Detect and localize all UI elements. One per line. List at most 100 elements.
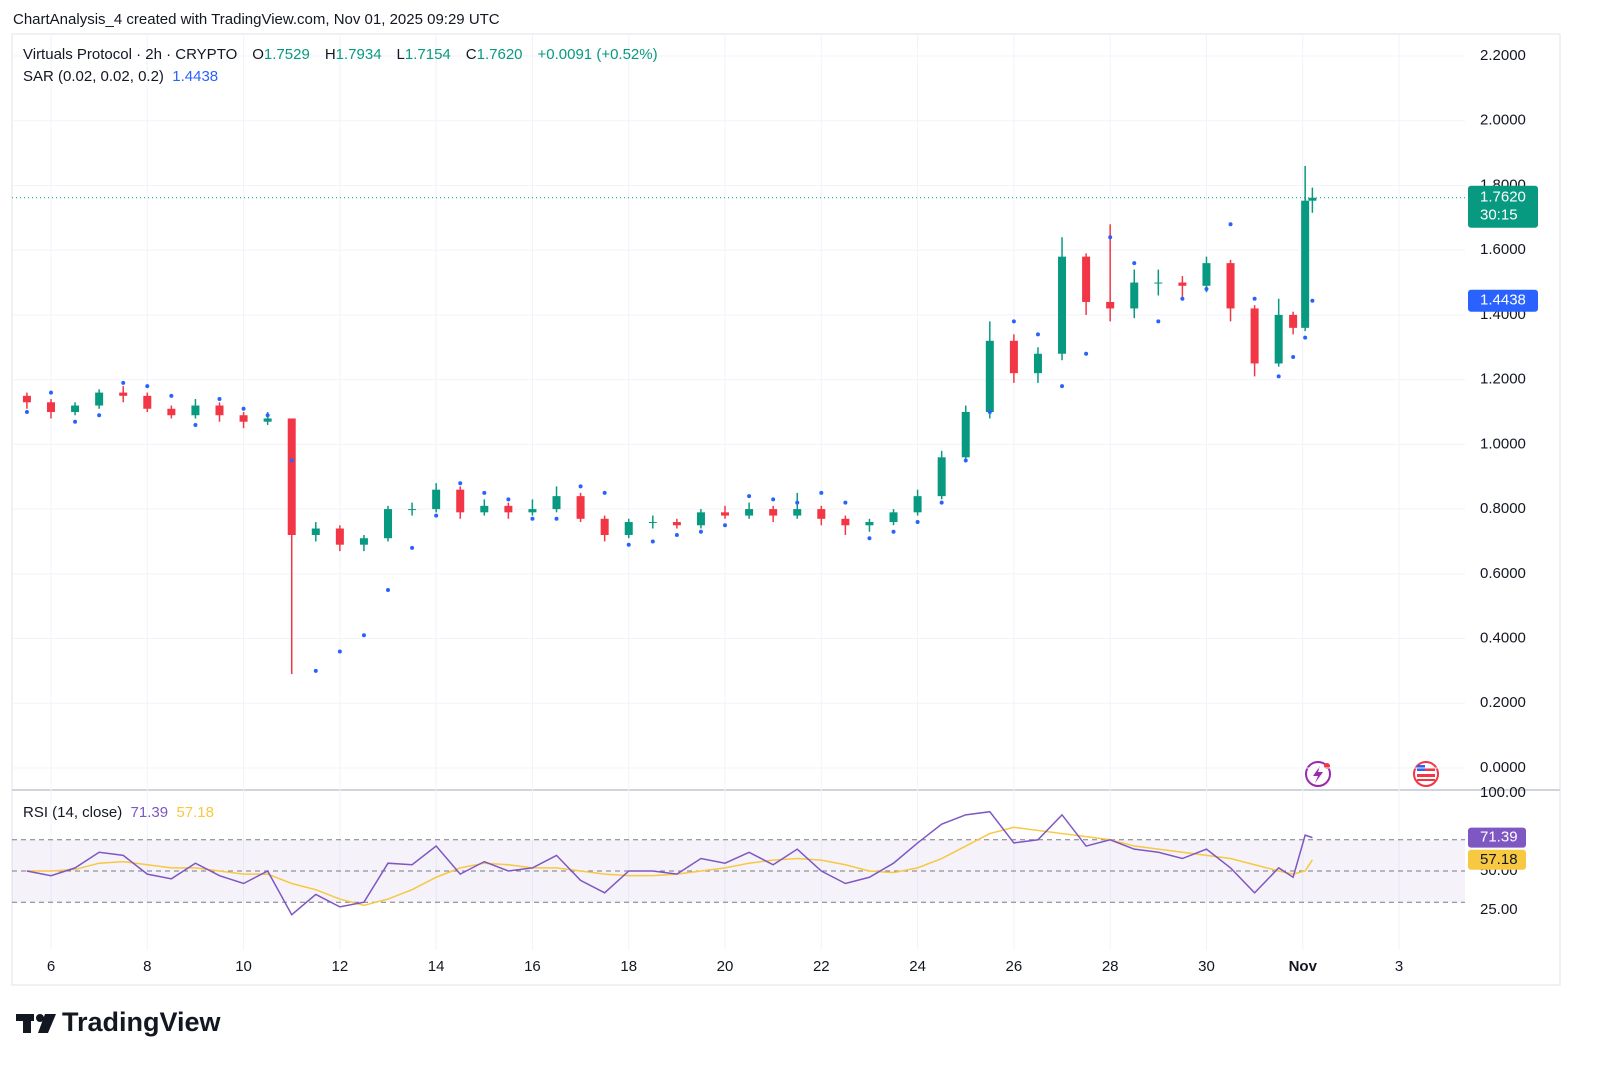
sar-dot — [313, 668, 318, 673]
candle-body — [167, 408, 176, 416]
candle-body — [1226, 263, 1235, 309]
sar-dot — [386, 588, 391, 592]
candle-body — [985, 340, 994, 412]
candle-body — [287, 418, 296, 535]
sar-dot — [723, 523, 728, 528]
y-tick-label: 1.2000 — [1480, 371, 1526, 388]
sar-dot — [939, 500, 944, 505]
candle-body — [335, 528, 344, 545]
candle-body — [143, 395, 152, 409]
sar-dot — [1084, 351, 1089, 356]
candle-body — [1058, 256, 1067, 354]
rsi-value: 71.39 — [130, 804, 169, 821]
countdown-label: 30:15 — [1480, 207, 1518, 224]
x-tick-label: 10 — [235, 958, 252, 975]
sar-dot — [241, 406, 246, 411]
sar-dot — [747, 494, 752, 499]
y-tick-label: 1.6000 — [1480, 241, 1526, 258]
sar-dot — [1204, 287, 1209, 292]
sar-dot — [361, 633, 366, 638]
y-tick-label: 0.6000 — [1480, 565, 1526, 582]
rsi-name: RSI (14, close) — [23, 804, 123, 821]
last-price-label: 1.7620 — [1480, 189, 1526, 206]
sar-dot — [434, 513, 439, 518]
candle-body — [311, 528, 320, 535]
candle-body — [841, 518, 850, 526]
sar-dot — [1011, 319, 1016, 324]
sar-dot — [97, 413, 102, 418]
candle-body — [239, 415, 248, 422]
candle-body — [1202, 263, 1211, 286]
lightning-icon — [1305, 761, 1331, 787]
candle-body — [552, 496, 561, 510]
y-tick-label: 2.0000 — [1480, 112, 1526, 129]
y-tick-label: 1.0000 — [1480, 435, 1526, 452]
sar-dot — [73, 419, 78, 424]
candle-body — [648, 522, 657, 524]
candle-body — [576, 496, 585, 519]
sar-dot — [891, 529, 896, 534]
rsi-ma-tag-label: 57.18 — [1480, 851, 1518, 868]
rsi-tag-label: 71.39 — [1480, 829, 1518, 846]
rsi-ma-tag — [1468, 849, 1526, 870]
candle-body — [624, 522, 633, 535]
last-price-tag — [1468, 185, 1538, 228]
sar-dot — [987, 410, 992, 414]
sar-dot — [1060, 384, 1065, 389]
x-tick-label: Nov — [1289, 958, 1318, 975]
candle-body — [913, 496, 922, 513]
candle-body — [1301, 200, 1310, 328]
sar-dot — [963, 458, 968, 463]
sar-dot — [1156, 319, 1161, 324]
sar-dot — [578, 484, 583, 489]
x-tick-label: 14 — [428, 958, 445, 975]
candle-body — [600, 518, 609, 535]
x-tick-label: 6 — [47, 958, 55, 975]
candle-body — [504, 505, 513, 513]
sar-dot — [1303, 335, 1308, 340]
x-tick-label: 26 — [1006, 958, 1023, 975]
candle-body — [1082, 256, 1091, 302]
sar-dot — [289, 458, 294, 463]
candle-body — [432, 489, 441, 510]
sar-dot — [554, 516, 559, 521]
sar-dot — [410, 545, 415, 550]
sar-dot — [530, 516, 535, 521]
sar-tag — [1468, 289, 1538, 312]
sar-dot — [482, 490, 487, 495]
candle-body — [71, 405, 80, 412]
x-tick-label: 8 — [143, 958, 151, 975]
sar-dot — [145, 384, 150, 389]
candle-body — [46, 402, 55, 412]
sar-dot — [48, 390, 53, 395]
candle-body — [672, 522, 681, 526]
candle-body — [961, 412, 970, 458]
us-flag-icon — [1413, 761, 1439, 787]
ohlc-label: L — [396, 46, 405, 63]
sar-dot — [819, 490, 824, 495]
ohlc-value: 1.7934 — [335, 46, 382, 63]
sar-dot — [265, 413, 270, 418]
sar-name: SAR (0.02, 0.02, 0.2) — [23, 68, 164, 85]
sar-dot — [626, 542, 631, 547]
tradingview-logo — [16, 1014, 56, 1033]
sar-dot — [771, 497, 776, 502]
ohlc-label: C — [465, 46, 477, 63]
y-tick-label: 0.4000 — [1480, 630, 1526, 647]
x-tick-label: 24 — [909, 958, 926, 975]
sar-dot — [602, 490, 607, 495]
sar-dot — [1132, 261, 1137, 266]
candle-body — [1033, 353, 1042, 374]
sar-dot — [458, 481, 463, 486]
candle-body — [937, 457, 946, 497]
created-caption: ChartAnalysis_4 created with TradingView… — [13, 11, 500, 28]
ohlc-value: 1.7529 — [263, 46, 310, 63]
x-tick-label: 22 — [813, 958, 830, 975]
sar-dot — [698, 529, 703, 534]
price-legend: Virtuals Protocol · 2h · CRYPTO O1.7529 … — [23, 46, 658, 63]
candle-body — [1009, 340, 1018, 374]
sar-dot — [169, 393, 174, 398]
candle-body — [769, 509, 778, 516]
candle-body — [22, 395, 31, 403]
